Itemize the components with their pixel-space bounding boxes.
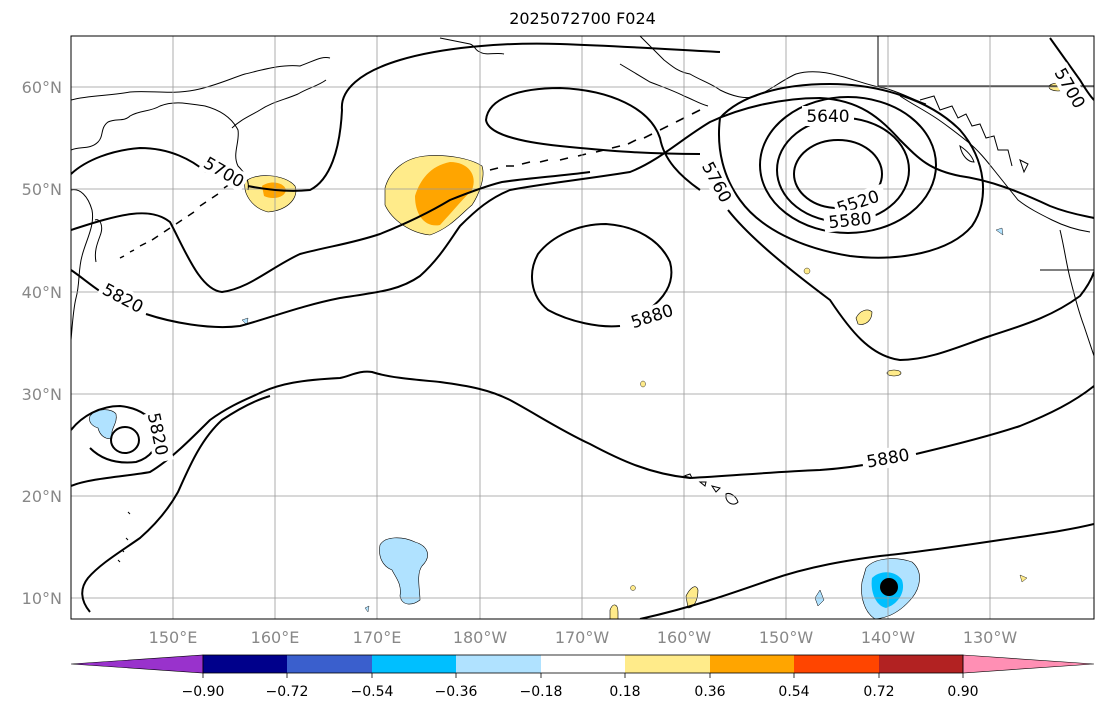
colorbar-tick-label: 0.72 (863, 684, 894, 700)
lon-label: 180°W (453, 628, 508, 647)
map-frame (70, 35, 1095, 620)
map-area (71, 36, 1094, 619)
colorbar-segment (879, 655, 963, 673)
positive-anomaly-area (803, 267, 811, 275)
positive-anomaly-area (640, 380, 646, 388)
lat-label: 20°N (22, 487, 62, 506)
contour-line (759, 96, 937, 234)
positive-anomaly-area (855, 309, 873, 325)
map-title: 2025072700 F024 (509, 9, 656, 28)
colorbar-segment (710, 655, 794, 673)
lon-label: 130°W (963, 628, 1018, 647)
contour-line (71, 86, 1094, 362)
anomaly-shading (89, 82, 1068, 619)
contour-line (81, 395, 271, 613)
contour-line (71, 370, 1094, 487)
positive-anomaly-area (609, 604, 619, 619)
colorbar-tick-label: −0.90 (182, 684, 225, 700)
colorbar-segment (203, 655, 287, 673)
longitude-labels: 150°E 160°E 170°E 180°W 170°W 160°W 150°… (149, 628, 1018, 647)
colorbar-tick-label: −0.18 (520, 684, 563, 700)
lon-label: 170°W (555, 628, 610, 647)
colorbar: −0.90 −0.72 −0.54 −0.36 −0.18 0.18 0.36 … (70, 654, 1095, 700)
contour-line (71, 37, 1094, 192)
colorbar-segment (794, 655, 879, 673)
contour-line (718, 82, 984, 259)
colorbar-segment (456, 655, 541, 673)
colorbar-ticks (202, 673, 964, 678)
positive-anomaly-area (1019, 574, 1028, 583)
storm-center-marker (880, 578, 898, 596)
colorbar-tick-label: −0.54 (351, 684, 394, 700)
colorbar-tick-label: −0.72 (266, 684, 309, 700)
contour-label: 5580 (828, 209, 873, 233)
contour-line (110, 426, 140, 454)
colorbar-segment (287, 655, 372, 673)
lon-label: 160°W (657, 628, 712, 647)
colorbar-tick-label: 0.54 (778, 684, 809, 700)
colorbar-tick-label: −0.36 (435, 684, 478, 700)
positive-anomaly-area (886, 369, 902, 377)
lon-label: 150°W (759, 628, 814, 647)
colorbar-tick-label: 0.90 (947, 684, 978, 700)
colorbar-segment (625, 655, 710, 673)
colorbar-tick-label: 0.18 (609, 684, 640, 700)
contour-line (639, 523, 1094, 619)
colorbar-tick-label: 0.36 (694, 684, 725, 700)
negative-anomaly-area (379, 537, 428, 605)
contour-label: 5640 (806, 107, 849, 127)
lat-label: 60°N (22, 78, 62, 97)
lon-label: 150°E (149, 628, 198, 647)
lon-label: 160°E (251, 628, 300, 647)
positive-anomaly-area (630, 585, 636, 591)
positive-anomaly-area (685, 586, 699, 609)
colorbar-segment (70, 654, 204, 674)
negative-anomaly-area (995, 227, 1004, 236)
lat-label: 50°N (22, 180, 62, 199)
lat-label: 40°N (22, 283, 62, 302)
lat-label: 10°N (22, 589, 62, 608)
lon-label: 170°E (353, 628, 402, 647)
contour-line (531, 222, 673, 328)
colorbar-segment (962, 654, 1095, 674)
latitude-labels: 10°N 20°N 30°N 40°N 50°N 60°N (22, 78, 62, 608)
colorbar-segment (372, 655, 456, 673)
negative-anomaly-area (364, 605, 370, 613)
colorbar-segment (541, 655, 625, 673)
lat-label: 30°N (22, 385, 62, 404)
lon-label: 140°W (861, 628, 916, 647)
positive-anomaly-core (415, 162, 474, 226)
